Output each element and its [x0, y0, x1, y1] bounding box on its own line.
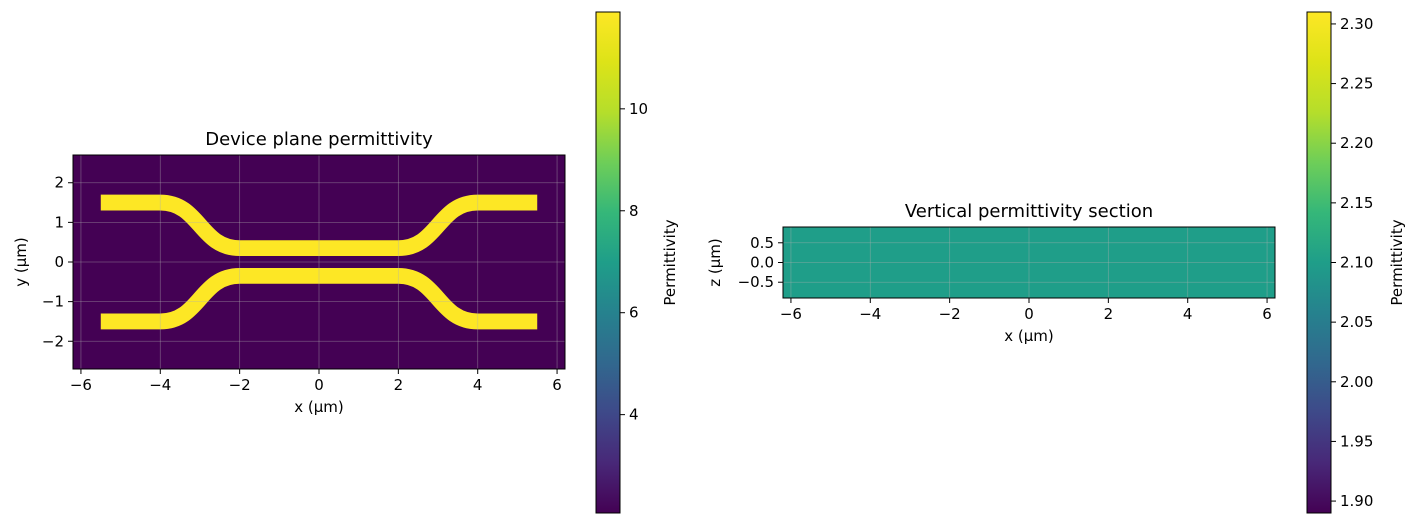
x-tick-label: 0 — [1024, 305, 1034, 323]
heatmap-background — [73, 155, 565, 369]
vertical-section-colorbar: 1.90 1.95 2.00 2.05 2.10 2.15 2.20 2.25 2.30 Perm… — [1306, 11, 1406, 514]
device-plane-colorbar: 4 6 8 10 Permittivity — [595, 11, 679, 514]
chart-title: Vertical permittivity section — [905, 201, 1153, 222]
y-tick-label: 2 — [54, 174, 64, 192]
colorbar-tick-label: 2.15 — [1340, 194, 1373, 212]
device-plane-plot: −6 −4 −2 0 2 4 6 −2 −1 0 1 2 Device plane permittivi… — [12, 129, 566, 416]
colorbar-label: Permittivity — [1388, 219, 1406, 305]
x-tick-label: 6 — [552, 376, 562, 394]
colorbar-gradient — [1307, 12, 1331, 513]
colorbar-tick-label: 2.05 — [1340, 313, 1373, 331]
vertical-section-plot: −6 −4 −2 0 2 4 6 0.5 0.0−0.5 Vertical permittivit… — [706, 201, 1276, 345]
colorbar-tick-label: 1.95 — [1340, 432, 1373, 450]
x-axis-label: x (µm) — [294, 398, 344, 416]
y-tick-label: −0.5 — [738, 273, 774, 291]
colorbar-tick-label: 2.25 — [1340, 75, 1373, 93]
x-tick-label: 4 — [473, 376, 483, 394]
waveguides — [100, 194, 538, 330]
y-tick-label: 0.0 — [750, 254, 774, 272]
colorbar-tick-label: 2.30 — [1340, 15, 1373, 33]
colorbar-tick-label: 6 — [629, 304, 639, 322]
colorbar-tick-label: 10 — [629, 100, 648, 118]
x-tick-label: −2 — [939, 305, 961, 323]
colorbar-tick-label: 2.00 — [1340, 373, 1373, 391]
chart-title: Device plane permittivity — [205, 129, 433, 150]
y-axis-label: y (µm) — [12, 237, 30, 287]
x-tick-label: 0 — [314, 376, 324, 394]
x-tick-label: 6 — [1262, 305, 1272, 323]
colorbar-label: Permittivity — [661, 219, 679, 305]
x-tick-label: −4 — [859, 305, 881, 323]
colorbar-tick-label: 4 — [629, 406, 639, 424]
x-tick-label: −2 — [229, 376, 251, 394]
colorbar-frame — [595, 11, 621, 514]
colorbar-tick-label: 2.10 — [1340, 254, 1373, 272]
y-tick-label: 1 — [54, 213, 64, 231]
y-tick-label: −1 — [42, 293, 64, 311]
colorbar-tick-label: 8 — [629, 202, 639, 220]
x-tick-label: −6 — [780, 305, 802, 323]
colorbar-gradient — [596, 12, 620, 513]
colorbar-tick-label: 1.90 — [1340, 492, 1373, 510]
y-axis-label: z (µm) — [706, 238, 724, 287]
x-tick-label: −4 — [149, 376, 171, 394]
waveguide-1 — [100, 194, 538, 257]
x-axis-label: x (µm) — [1004, 327, 1054, 345]
colorbar-tick-label: 2.20 — [1340, 134, 1373, 152]
y-tick-label: −2 — [42, 332, 64, 350]
x-tick-label: 4 — [1183, 305, 1193, 323]
x-tick-label: −6 — [70, 376, 92, 394]
y-tick-label: 0 — [54, 253, 64, 271]
x-tick-label: 2 — [1104, 305, 1114, 323]
y-tick-label: 0.5 — [750, 234, 774, 252]
waveguide-2 — [100, 267, 538, 330]
x-tick-label: 2 — [394, 376, 404, 394]
heatmap-background — [783, 227, 1275, 298]
